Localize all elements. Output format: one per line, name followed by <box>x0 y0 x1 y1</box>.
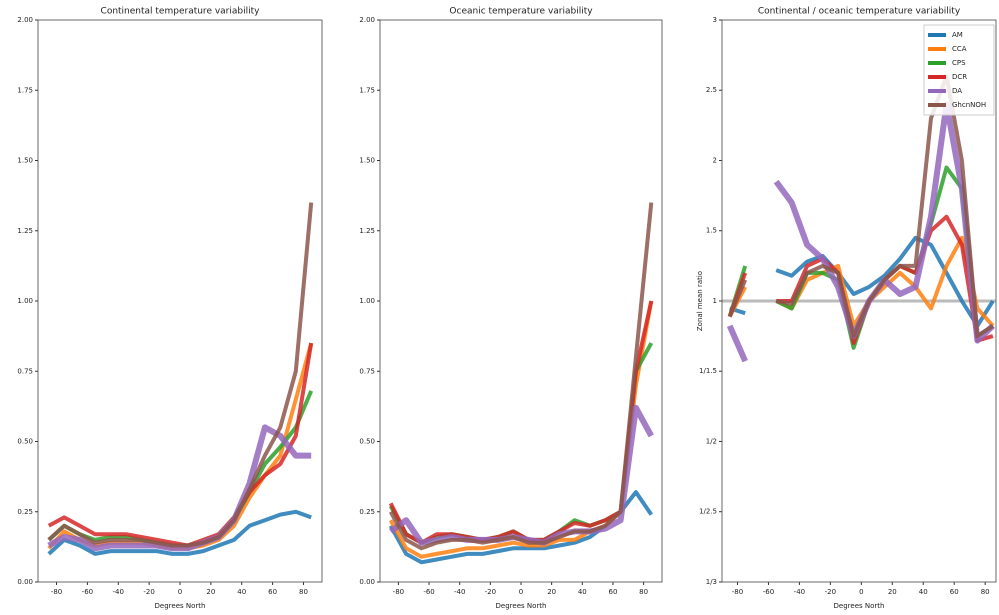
series-line <box>47 202 314 548</box>
y-tick-label: 0.00 <box>17 578 33 586</box>
x-tick-label: 20 <box>888 588 897 596</box>
x-tick-label: -40 <box>454 588 465 596</box>
legend-swatch <box>928 33 946 37</box>
plot-frame <box>721 19 997 583</box>
y-tick-label: 1.00 <box>17 297 33 305</box>
series-line <box>47 424 312 552</box>
x-tick-label: 80 <box>981 588 990 596</box>
y-tick-label: 1/1.5 <box>699 367 717 375</box>
y-tick-label: 0.00 <box>359 578 375 586</box>
series-line <box>388 342 654 545</box>
y-tick-label: 1.25 <box>17 227 33 235</box>
y-tick-label: 0.50 <box>17 438 33 446</box>
y-tick-label: 1.5 <box>706 227 717 235</box>
x-axis-label: Degrees North <box>155 602 206 610</box>
y-tick-label: 0.75 <box>17 367 33 375</box>
legend-box <box>923 24 995 116</box>
x-tick-label: -80 <box>732 588 743 596</box>
y-tick-label: 2.5 <box>706 86 717 94</box>
legend-label: DCR <box>952 73 967 81</box>
y-tick-label: 1 <box>713 297 717 305</box>
y-tick-label: 1.50 <box>17 157 33 165</box>
series-line <box>727 74 995 339</box>
x-tick-label: -20 <box>485 588 496 596</box>
x-tick-label: 60 <box>268 588 277 596</box>
y-tick-label: 1.75 <box>359 86 375 94</box>
plot-frame <box>379 19 663 583</box>
x-tick-label: -20 <box>143 588 154 596</box>
legend-label: CPS <box>952 59 966 67</box>
y-tick-label: 0.25 <box>359 508 375 516</box>
x-tick-label: 0 <box>178 588 182 596</box>
y-tick-label: 3 <box>713 16 717 24</box>
x-tick-label: 40 <box>919 588 928 596</box>
legend-swatch <box>928 47 946 51</box>
y-axis-label: Zonal mean ratio <box>696 271 704 331</box>
legend-swatch <box>928 61 946 65</box>
x-tick-label: 60 <box>950 588 959 596</box>
chart-title: Continental temperature variability <box>101 7 261 17</box>
series-line <box>388 202 654 551</box>
chart-title: Continental / oceanic temperature variab… <box>758 7 961 17</box>
series-line <box>47 509 312 556</box>
y-tick-label: 1.25 <box>359 227 375 235</box>
x-tick-label: 20 <box>547 588 556 596</box>
series-line <box>388 300 654 545</box>
x-tick-label: -40 <box>794 588 805 596</box>
legend-label: GhcnNOH <box>952 101 986 109</box>
legend-label: CCA <box>952 45 967 53</box>
x-tick-label: 80 <box>639 588 648 596</box>
legend-swatch <box>928 89 946 93</box>
x-tick-label: -80 <box>51 588 62 596</box>
x-tick-label: -20 <box>825 588 836 596</box>
legend-swatch <box>928 75 946 79</box>
chart-title: Oceanic temperature variability <box>449 7 593 17</box>
y-tick-label: 2.00 <box>359 16 375 24</box>
legend-label: DA <box>952 87 962 95</box>
x-axis-label: Degrees North <box>834 602 885 610</box>
x-tick-label: -80 <box>393 588 404 596</box>
x-tick-label: -60 <box>763 588 774 596</box>
x-tick-label: 80 <box>299 588 308 596</box>
x-tick-label: -60 <box>82 588 93 596</box>
y-tick-label: 1.75 <box>17 86 33 94</box>
x-tick-label: 20 <box>206 588 215 596</box>
y-tick-label: 1/2 <box>706 437 717 445</box>
y-tick-label: 1.00 <box>359 297 375 305</box>
y-tick-label: 2.00 <box>17 16 33 24</box>
series-line <box>388 404 654 546</box>
y-tick-label: 2 <box>713 156 717 164</box>
y-tick-label: 0.75 <box>359 367 375 375</box>
legend-swatch <box>928 103 946 107</box>
x-tick-label: 40 <box>578 588 587 596</box>
x-tick-label: 40 <box>237 588 246 596</box>
y-tick-label: 0.50 <box>359 438 375 446</box>
x-tick-label: 60 <box>608 588 617 596</box>
x-axis-label: Degrees North <box>496 602 547 610</box>
y-tick-label: 0.25 <box>17 508 33 516</box>
y-tick-label: 1.50 <box>359 157 375 165</box>
y-tick-label: 1/2.5 <box>699 508 717 516</box>
x-tick-label: -40 <box>113 588 124 596</box>
legend-label: AM <box>952 31 963 39</box>
x-tick-label: 0 <box>859 588 863 596</box>
plot-frame <box>37 19 323 583</box>
y-tick-label: 1/3 <box>706 578 717 586</box>
x-tick-label: 0 <box>519 588 523 596</box>
x-tick-label: -60 <box>423 588 434 596</box>
